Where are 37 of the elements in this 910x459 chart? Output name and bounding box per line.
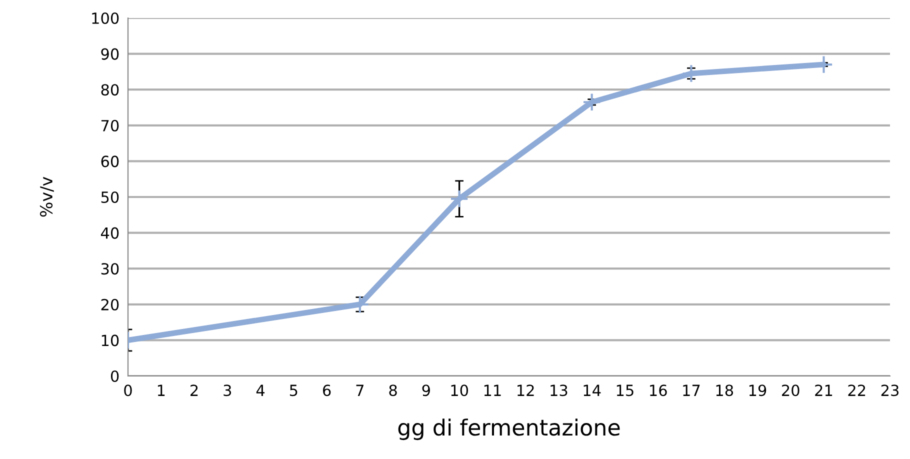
x-axis-title: gg di fermentazione: [398, 418, 620, 440]
y-tick-label: 10: [102, 334, 119, 346]
y-tick-label: 20: [101, 298, 119, 310]
x-tick-label: 4: [256, 384, 265, 396]
x-tick-label: 3: [224, 384, 232, 396]
y-tick-label: 90: [101, 48, 119, 60]
y-tick-label: 60: [101, 156, 119, 168]
y-tick-label: 100: [92, 12, 119, 24]
y-tick-label: 0: [110, 370, 119, 382]
y-tick-label: 80: [101, 84, 119, 96]
x-tick-label: 20: [782, 384, 800, 396]
x-tick-label: 0: [124, 384, 132, 396]
x-tick-label: 17: [683, 384, 700, 396]
x-tick-label: 7: [356, 384, 364, 396]
x-tick-label: 14: [584, 384, 601, 396]
x-tick-label: 8: [389, 384, 397, 396]
x-tick-label: 16: [650, 384, 667, 396]
x-tick-label: 15: [616, 384, 634, 396]
x-tick-label: 23: [881, 384, 898, 396]
x-tick-label: 12: [518, 384, 534, 396]
x-tick-label: 10: [451, 384, 468, 396]
y-tick-label: 50: [101, 191, 119, 204]
x-tick-label: 22: [848, 384, 866, 396]
y-tick-label: 70: [101, 120, 119, 132]
x-tick-label: 11: [484, 384, 501, 396]
x-tick-label: 19: [749, 384, 766, 396]
x-tick-label: 13: [550, 384, 568, 396]
x-tick-label: 5: [290, 384, 298, 396]
x-tick-label: 9: [422, 384, 430, 396]
x-tick-label: 2: [190, 384, 198, 396]
x-tick-label: 18: [716, 384, 734, 396]
x-tick-label: 1: [158, 384, 165, 396]
x-tick-label: 21: [815, 384, 832, 396]
y-tick-label: 30: [101, 263, 119, 275]
x-tick-label: 6: [322, 384, 331, 396]
y-tick-label: 40: [100, 227, 119, 239]
y-axis-title: %v/v: [40, 176, 54, 217]
